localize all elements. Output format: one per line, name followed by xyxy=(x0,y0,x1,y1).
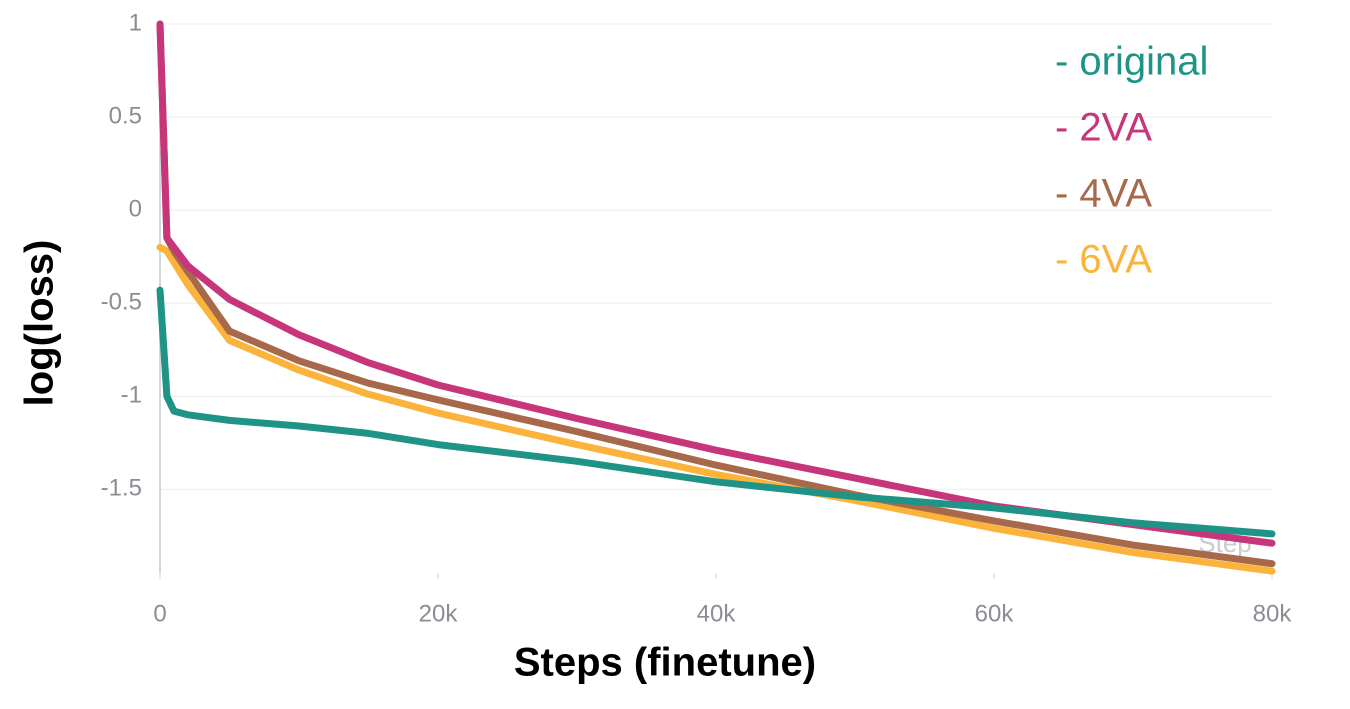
legend-entry: - 6VA xyxy=(1055,238,1152,282)
legend-entry: - 4VA xyxy=(1055,172,1152,216)
y-tick-label: 0 xyxy=(129,195,142,222)
y-axis-title: log(loss) xyxy=(18,240,62,407)
y-tick-label: 0.5 xyxy=(109,102,142,129)
y-tick-label: -1 xyxy=(121,382,142,409)
x-tick-label: 20k xyxy=(419,600,459,627)
legend-entry: - 2VA xyxy=(1055,106,1152,150)
series-line xyxy=(156,243,1276,575)
legend-entry: - original xyxy=(1055,40,1208,84)
x-axis-title: Steps (finetune) xyxy=(514,641,816,685)
y-tick-label: 1 xyxy=(129,9,142,36)
x-tick-label: 40k xyxy=(697,600,737,627)
x-tick-label: 60k xyxy=(975,600,1015,627)
y-tick-label: -1.5 xyxy=(101,475,142,502)
x-tick-label: 0 xyxy=(153,600,166,627)
y-tick-label: -0.5 xyxy=(101,288,142,315)
x-tick-label: 80k xyxy=(1253,600,1293,627)
series-line xyxy=(156,286,1276,538)
